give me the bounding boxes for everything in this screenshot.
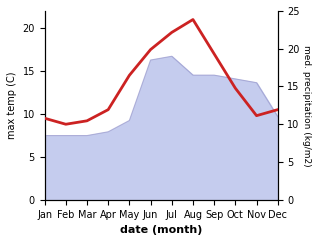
- X-axis label: date (month): date (month): [120, 225, 202, 235]
- Y-axis label: med. precipitation (kg/m2): med. precipitation (kg/m2): [302, 45, 311, 166]
- Y-axis label: max temp (C): max temp (C): [7, 72, 17, 139]
